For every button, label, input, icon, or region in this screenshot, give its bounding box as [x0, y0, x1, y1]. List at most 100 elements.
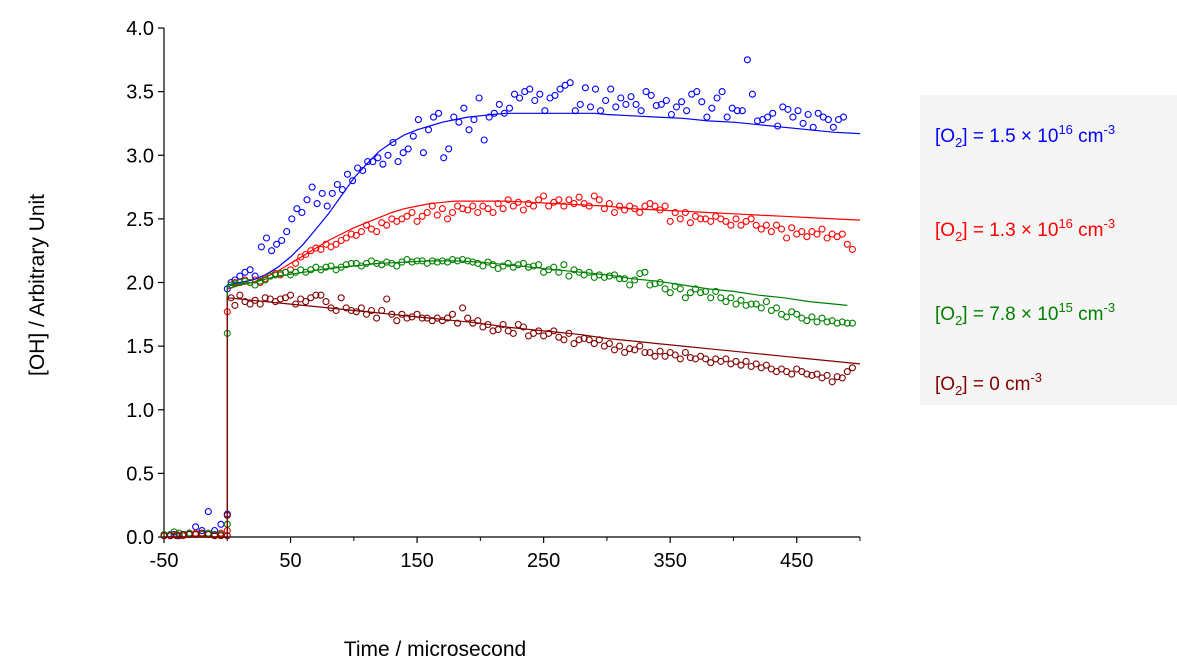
- data-point: [803, 317, 811, 325]
- data-point: [732, 215, 740, 223]
- series-4: [160, 291, 861, 540]
- data-point: [698, 98, 706, 106]
- data-point: [621, 206, 629, 214]
- data-point: [843, 319, 851, 327]
- data-point: [571, 107, 579, 115]
- data-point: [302, 250, 310, 259]
- data-point: [686, 289, 694, 297]
- data-point: [429, 113, 438, 121]
- data-point: [702, 355, 710, 363]
- data-point: [833, 373, 841, 381]
- data-point: [586, 103, 595, 111]
- data-point: [616, 342, 624, 350]
- data-point: [762, 361, 770, 369]
- data-point: [656, 347, 664, 355]
- data-point: [418, 212, 426, 220]
- y-tick-label: 0.0: [126, 527, 154, 549]
- data-point: [418, 314, 426, 322]
- data-point: [600, 205, 608, 213]
- data-point: [565, 272, 573, 280]
- data-point: [708, 104, 716, 112]
- data-point: [211, 527, 219, 535]
- data-point: [490, 109, 498, 117]
- data-point: [678, 98, 686, 106]
- data-point: [286, 291, 295, 299]
- data-point: [717, 294, 725, 302]
- data-point: [433, 258, 441, 266]
- data-point: [393, 317, 401, 325]
- data-point: [636, 270, 644, 278]
- data-point: [610, 208, 619, 217]
- data-point: [413, 217, 421, 225]
- data-point: [666, 217, 674, 225]
- data-point: [455, 118, 463, 126]
- data-point: [809, 123, 817, 131]
- data-point: [707, 294, 715, 302]
- data-point: [590, 192, 598, 200]
- data-point: [440, 154, 448, 162]
- data-point: [383, 258, 391, 266]
- data-point: [262, 234, 271, 242]
- data-point: [671, 351, 679, 359]
- data-point: [636, 208, 644, 217]
- data-point: [504, 259, 512, 267]
- data-point: [788, 224, 796, 232]
- data-point: [621, 348, 629, 357]
- data-point: [590, 340, 598, 348]
- data-point: [600, 273, 608, 281]
- data-point: [661, 352, 669, 360]
- data-point: [627, 93, 635, 101]
- data-point: [298, 208, 306, 217]
- data-point: [217, 520, 225, 528]
- data-point: [227, 281, 235, 289]
- data-point: [747, 300, 755, 308]
- data-point: [464, 257, 472, 265]
- data-point: [322, 263, 330, 271]
- series-layer: [160, 56, 861, 540]
- data-point: [519, 259, 527, 267]
- data-point: [428, 257, 436, 265]
- data-point: [494, 200, 502, 208]
- data-point: [404, 145, 412, 153]
- data-point: [565, 329, 573, 337]
- data-point: [616, 275, 624, 283]
- data-point: [560, 202, 568, 210]
- data-point: [657, 100, 665, 108]
- data-point: [374, 154, 382, 162]
- y-axis-title: [OH] / Arbitrary Unit: [26, 194, 49, 376]
- data-point: [514, 261, 522, 269]
- data-point: [227, 294, 235, 302]
- data-point: [352, 231, 360, 239]
- data-point: [752, 300, 760, 308]
- y-tick-label: 3.0: [126, 145, 154, 167]
- data-point: [378, 306, 386, 315]
- data-point: [686, 354, 694, 362]
- data-point: [343, 170, 352, 178]
- data-point: [526, 85, 534, 93]
- data-point: [302, 298, 310, 306]
- data-point: [231, 280, 239, 288]
- data-point: [732, 300, 740, 308]
- data-point: [413, 257, 421, 265]
- data-point: [318, 189, 326, 197]
- data-point: [342, 261, 350, 269]
- data-point: [550, 263, 558, 271]
- data-point: [813, 230, 821, 238]
- data-point: [480, 136, 488, 144]
- data-point: [646, 348, 654, 357]
- data-point: [261, 276, 269, 284]
- data-point: [383, 295, 391, 303]
- data-point: [610, 271, 619, 279]
- data-point: [743, 56, 751, 64]
- data-point: [545, 202, 553, 210]
- data-point: [231, 301, 239, 309]
- data-point: [783, 234, 791, 242]
- data-point: [707, 359, 715, 367]
- data-point: [626, 345, 634, 353]
- data-point: [433, 211, 441, 219]
- data-point: [833, 319, 841, 327]
- data-point: [485, 113, 493, 121]
- data-point: [641, 348, 649, 357]
- data-point: [808, 371, 816, 379]
- data-point: [662, 96, 670, 105]
